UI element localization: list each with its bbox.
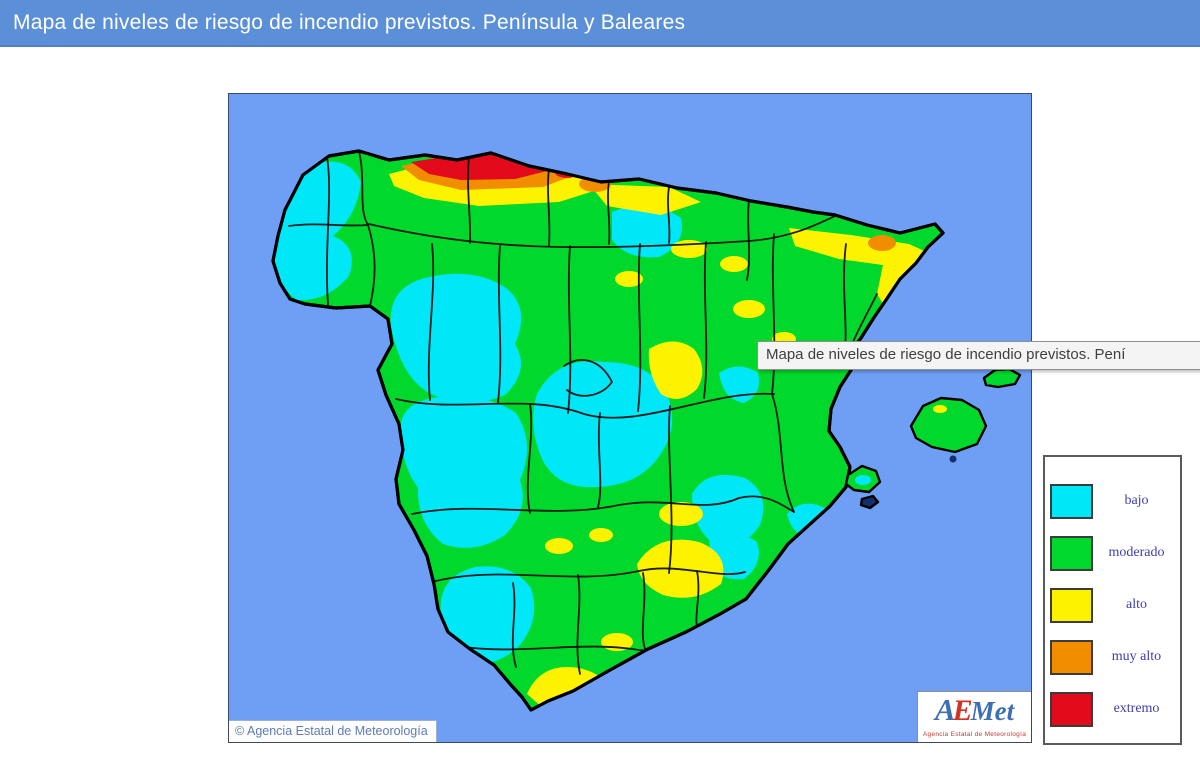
- legend-label-muy-alto: muy alto: [1111, 649, 1162, 664]
- balearic-islands: [844, 367, 1022, 510]
- legend-swatch-alto: [1050, 587, 1093, 623]
- header-bar: Mapa de niveles de riesgo de incendio pr…: [0, 0, 1200, 47]
- legend-swatch-moderado: [1050, 535, 1093, 571]
- aemet-logo-word: AEMet: [918, 693, 1031, 733]
- legend-swatch-muy-alto: [1050, 639, 1093, 675]
- aemet-logo: AEMet Agencia Estatal de Meteorología: [917, 691, 1031, 742]
- legend-label-alto: alto: [1126, 597, 1147, 612]
- logo-letters-met: Met: [970, 696, 1015, 726]
- legend-swatch-bajo: [1050, 483, 1093, 519]
- legend-item-bajo: bajo: [1045, 475, 1180, 527]
- aemet-logo-subtitle: Agencia Estatal de Meteorología: [922, 731, 1027, 738]
- tooltip: Mapa de niveles de riesgo de incendio pr…: [757, 341, 1200, 370]
- copyright-text: © Agencia Estatal de Meteorología: [235, 724, 428, 738]
- map-image[interactable]: © Agencia Estatal de Meteorología AEMet …: [228, 93, 1032, 743]
- legend-label-extremo: extremo: [1113, 701, 1160, 716]
- tooltip-text: Mapa de niveles de riesgo de incendio pr…: [766, 346, 1126, 363]
- legend-item-alto: alto: [1045, 579, 1180, 631]
- island-mallorca: [909, 396, 988, 454]
- island-formentera: [859, 494, 880, 510]
- legend-item-extremo: extremo: [1045, 683, 1180, 735]
- copyright-badge: © Agencia Estatal de Meteorología: [229, 720, 437, 742]
- island-cabrera: [949, 455, 957, 463]
- legend-swatch-extremo: [1050, 691, 1093, 727]
- ibiza-bajo-patch: [855, 475, 871, 485]
- legend-item-muy-alto: muy alto: [1045, 631, 1180, 683]
- legend-label-bajo: bajo: [1124, 493, 1149, 508]
- mallorca-alto-patch: [933, 405, 947, 413]
- legend: bajo moderado alto muy alto extremo: [1043, 455, 1182, 745]
- risk-patches: [273, 152, 939, 708]
- logo-letter-e: E: [952, 694, 973, 727]
- legend-item-moderado: moderado: [1045, 527, 1180, 579]
- province-borders: [288, 151, 878, 675]
- page-title: Mapa de niveles de riesgo de incendio pr…: [13, 10, 686, 34]
- logo-letter-a: A: [934, 692, 956, 727]
- fire-risk-map-svg: [229, 94, 1031, 742]
- legend-label-moderado: moderado: [1108, 545, 1165, 560]
